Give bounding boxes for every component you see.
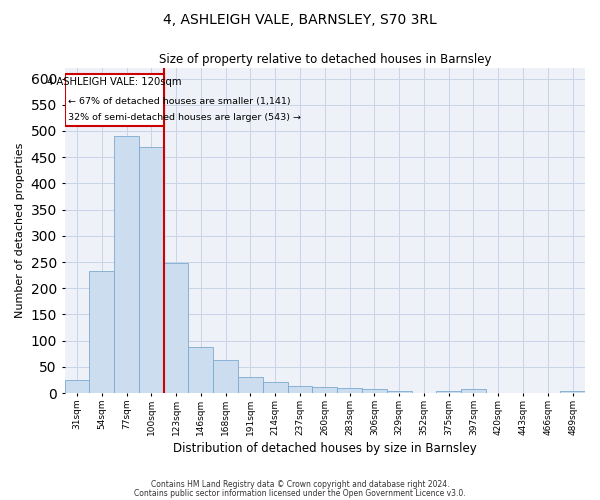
Y-axis label: Number of detached properties: Number of detached properties bbox=[15, 143, 25, 318]
Text: 4, ASHLEIGH VALE, BARNSLEY, S70 3RL: 4, ASHLEIGH VALE, BARNSLEY, S70 3RL bbox=[163, 12, 437, 26]
Bar bbox=[114, 136, 139, 393]
Text: Contains HM Land Registry data © Crown copyright and database right 2024.: Contains HM Land Registry data © Crown c… bbox=[151, 480, 449, 489]
Bar bbox=[461, 390, 486, 393]
X-axis label: Distribution of detached houses by size in Barnsley: Distribution of detached houses by size … bbox=[173, 442, 476, 455]
Text: 32% of semi-detached houses are larger (543) →: 32% of semi-detached houses are larger (… bbox=[68, 114, 301, 122]
Text: ← 67% of detached houses are smaller (1,141): ← 67% of detached houses are smaller (1,… bbox=[68, 98, 290, 106]
Bar bbox=[337, 388, 362, 393]
Bar bbox=[238, 378, 263, 393]
Bar bbox=[387, 390, 412, 393]
Bar bbox=[213, 360, 238, 393]
Bar bbox=[188, 347, 213, 393]
Bar bbox=[65, 74, 164, 126]
Bar bbox=[362, 389, 387, 393]
Bar bbox=[139, 146, 164, 393]
Bar bbox=[436, 390, 461, 393]
Bar bbox=[65, 380, 89, 393]
Bar bbox=[89, 272, 114, 393]
Text: Contains public sector information licensed under the Open Government Licence v3: Contains public sector information licen… bbox=[134, 488, 466, 498]
Bar bbox=[164, 263, 188, 393]
Bar bbox=[263, 382, 287, 393]
Text: 4 ASHLEIGH VALE: 120sqm: 4 ASHLEIGH VALE: 120sqm bbox=[47, 78, 181, 88]
Bar bbox=[560, 390, 585, 393]
Bar bbox=[287, 386, 313, 393]
Title: Size of property relative to detached houses in Barnsley: Size of property relative to detached ho… bbox=[158, 52, 491, 66]
Bar bbox=[313, 388, 337, 393]
